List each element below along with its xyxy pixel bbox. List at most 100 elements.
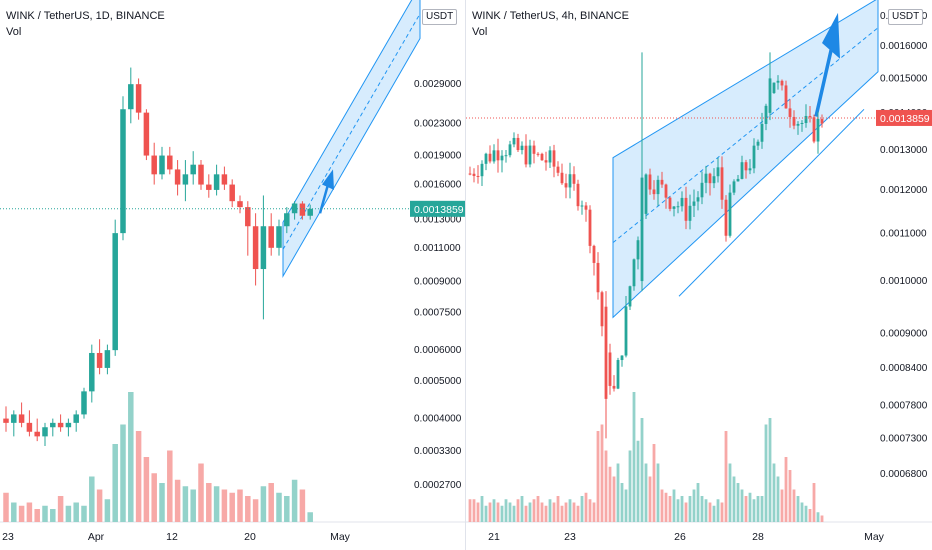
candle-body	[748, 168, 752, 171]
candle-body	[624, 306, 628, 356]
volume-bar	[556, 496, 560, 522]
chart-canvas-1d[interactable]: 0.0029000 0.0023000 0.0019000 0.0016000 0.00…	[0, 0, 466, 550]
candle-body	[42, 427, 48, 437]
volume-bar	[584, 492, 588, 522]
candle-body	[584, 205, 588, 210]
volume-bar	[159, 483, 165, 522]
y-tick-label: 0.0006000	[414, 345, 462, 356]
candle-body	[704, 173, 708, 183]
volume-bar	[788, 470, 792, 522]
volume-label-4h: Vol	[472, 26, 488, 38]
candle-body	[552, 150, 556, 167]
volume-bar	[73, 502, 79, 522]
candle-body	[780, 80, 784, 86]
candle-body	[560, 172, 564, 184]
candle-body	[198, 164, 204, 185]
candle-body	[57, 422, 64, 428]
volume-bar	[660, 489, 664, 522]
volume-bar	[104, 499, 111, 522]
candle-body	[520, 145, 524, 151]
volume-bar	[516, 499, 520, 522]
candle-body	[488, 153, 492, 162]
panel-divider[interactable]	[465, 0, 466, 550]
candle-body	[688, 205, 692, 221]
candle-body	[472, 173, 476, 176]
volume-bar	[528, 502, 532, 522]
candle-body	[568, 174, 572, 188]
volume-bar	[135, 431, 142, 522]
volume-bar	[596, 431, 600, 522]
volume-bar	[182, 486, 189, 522]
candle-body	[820, 118, 824, 124]
candle-body	[636, 240, 640, 260]
chart-canvas-4h[interactable]: 0.00170000.00160000.00150000.00140000.00…	[466, 0, 932, 550]
volume-bar	[568, 499, 572, 522]
volume-bar	[96, 489, 103, 522]
chart-panel-1d[interactable]: 0.0029000 0.0023000 0.0019000 0.0016000 0.00…	[0, 0, 466, 550]
x-tick-label: May	[864, 531, 885, 543]
candle-body	[268, 226, 274, 248]
volume-bar	[548, 499, 552, 522]
chart-title-4h: WINK / TetherUS, 4h, BINANCE	[472, 10, 629, 22]
x-tick-label: 26	[674, 531, 686, 543]
y-tick-label: 0.0013000	[414, 215, 462, 226]
volume-bar	[540, 502, 544, 522]
price-channel	[612, 0, 879, 319]
forecast-arrow	[814, 45, 834, 117]
candle-body	[480, 163, 484, 177]
candle-body	[640, 177, 644, 282]
volume-bar	[792, 489, 796, 522]
volume-bar	[120, 424, 126, 522]
candle-body	[548, 150, 552, 163]
currency-badge-1d[interactable]: USDT	[422, 9, 458, 25]
volume-bar	[684, 502, 688, 522]
candle-body	[664, 184, 668, 198]
last-price-badge	[410, 200, 466, 217]
volume-bar	[221, 489, 228, 522]
volume-bar	[796, 496, 800, 522]
candle-body	[112, 233, 118, 351]
volume-bar	[604, 450, 608, 522]
candle-body	[580, 205, 584, 207]
volume-bar	[812, 483, 816, 522]
volume-bar	[636, 440, 640, 522]
candle-body	[596, 262, 600, 293]
volume-bar	[299, 489, 306, 522]
candle-body	[572, 174, 576, 184]
volume-bar	[600, 424, 604, 522]
candle-body	[740, 162, 744, 179]
candle-body	[620, 355, 624, 361]
y-tick-label: 0.0012000	[880, 185, 928, 196]
price-channel	[282, 0, 421, 279]
candle-body	[206, 184, 212, 190]
candle-body	[808, 115, 812, 118]
candle-body	[784, 85, 788, 109]
candle-body	[732, 181, 736, 193]
volume-bar	[744, 496, 748, 522]
volume-bar	[284, 496, 290, 522]
candle-body	[628, 286, 632, 307]
candle-body	[492, 150, 496, 162]
volume-bar	[724, 431, 728, 522]
last-price-badge	[876, 109, 932, 126]
chart-panel-4h[interactable]: 0.00170000.00160000.00150000.00140000.00…	[466, 0, 932, 550]
candle-body	[600, 292, 604, 327]
candle-body	[800, 123, 804, 125]
y-tick-label: 0.0008400	[880, 363, 928, 374]
volume-bar	[307, 512, 313, 522]
y-tick-label: 0.0016000	[414, 180, 462, 191]
volume-bar	[252, 499, 259, 522]
candle-body	[89, 352, 95, 392]
volume-bar	[720, 502, 724, 522]
forecast-arrowhead	[322, 169, 334, 190]
candle-body	[50, 422, 56, 428]
candle-body	[812, 117, 816, 142]
candle-body	[528, 145, 532, 165]
currency-badge-4h[interactable]: USDT	[888, 9, 924, 25]
last-price-label: 0.0013859	[414, 204, 464, 216]
candle-body	[652, 189, 656, 195]
candle-body	[752, 145, 756, 169]
volume-bar	[820, 515, 824, 522]
volume-bar	[57, 496, 64, 522]
candle-body	[307, 208, 313, 216]
